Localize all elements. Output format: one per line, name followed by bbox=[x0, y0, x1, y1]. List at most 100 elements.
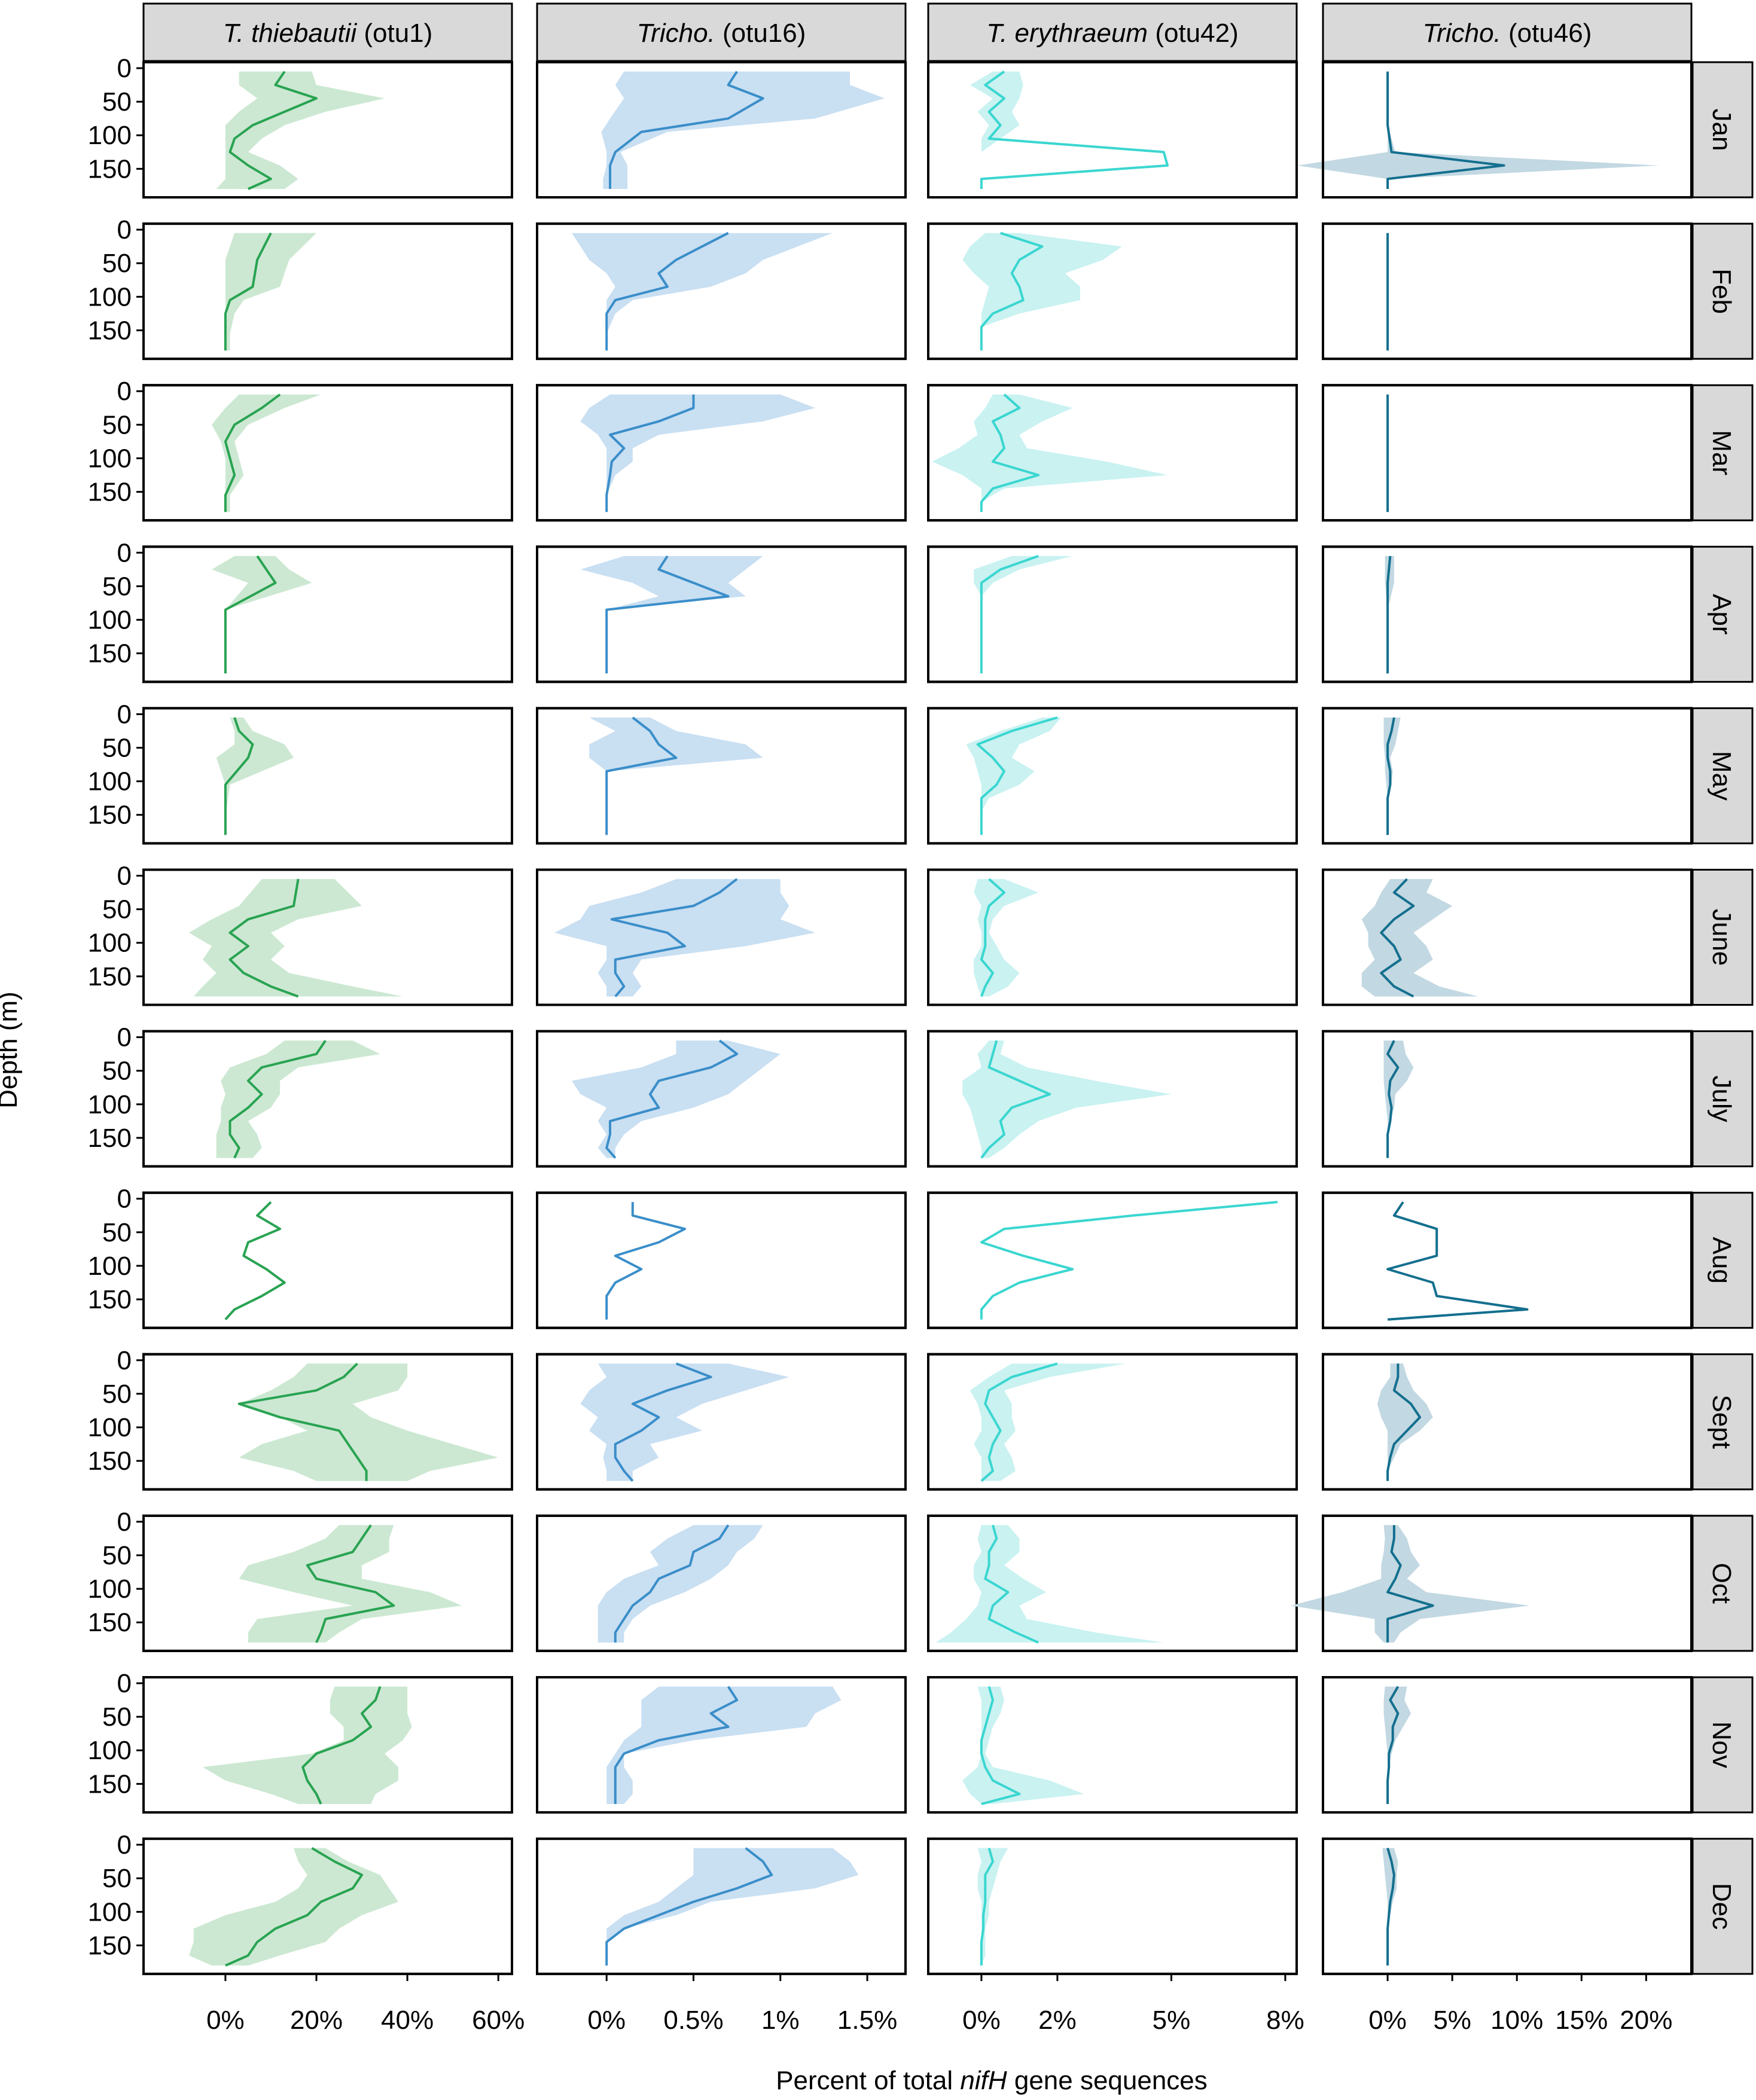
confidence-ribbon bbox=[970, 1363, 1126, 1481]
month-strip: Sept bbox=[1691, 1353, 1754, 1491]
y-tick-label: 50 bbox=[102, 1541, 132, 1570]
x-axis-title-part: gene sequences bbox=[1007, 2066, 1208, 2095]
panel-border bbox=[142, 1514, 513, 1652]
mean-profile-line bbox=[605, 555, 730, 674]
column-strip-label: Tricho. (otu16) bbox=[637, 19, 806, 48]
mean-profile-line bbox=[1386, 1201, 1529, 1321]
x-axis-title-italic: nifH bbox=[960, 2066, 1007, 2095]
panel-frame bbox=[536, 707, 907, 845]
month-strip-background bbox=[1691, 1030, 1754, 1168]
column-strip-headers: T. thiebautii (otu1) Tricho. (otu16) T. er… bbox=[142, 2, 1693, 62]
x-tick-label: 20% bbox=[1620, 2006, 1672, 2035]
confidence-ribbon bbox=[966, 718, 1062, 835]
panel-frame bbox=[142, 222, 513, 361]
facet-panel bbox=[536, 1030, 907, 1168]
panel-border bbox=[536, 1514, 907, 1652]
x-tick-label: 0% bbox=[206, 2006, 245, 2035]
panel-border bbox=[142, 707, 513, 845]
column-strip: Tricho. (otu46) bbox=[1322, 2, 1693, 62]
mean-profile-line bbox=[1386, 1040, 1400, 1158]
facet-panel bbox=[142, 61, 513, 199]
column-strip-otu: (otu16) bbox=[715, 19, 806, 48]
x-tick-label: 0.5% bbox=[663, 2006, 723, 2035]
panel-border bbox=[1322, 384, 1693, 522]
x-tick-label: 1% bbox=[761, 2006, 800, 2035]
mean-profile-line bbox=[610, 878, 738, 997]
facet-panel bbox=[927, 707, 1298, 845]
panel-border bbox=[1322, 1676, 1693, 1814]
y-tick-label: 150 bbox=[88, 1608, 132, 1637]
column-strip-taxon: T. thiebautii bbox=[223, 19, 358, 48]
mean-profile-line bbox=[1386, 717, 1395, 835]
facet-panel bbox=[536, 1676, 907, 1814]
mean-profile-line bbox=[1380, 878, 1415, 998]
facet-panel bbox=[142, 1676, 513, 1814]
panel-border bbox=[142, 384, 513, 522]
panel-border bbox=[927, 222, 1298, 361]
mean-profile-line bbox=[980, 1848, 994, 1966]
y-tick-label: 50 bbox=[102, 87, 132, 117]
confidence-ribbon bbox=[225, 233, 316, 351]
confidence-ribbon bbox=[216, 1040, 380, 1158]
panel-border bbox=[142, 1353, 513, 1491]
column-strip: Tricho. (otu16) bbox=[536, 2, 907, 62]
facet-panel bbox=[142, 868, 513, 1006]
facet-panel bbox=[142, 545, 513, 683]
month-strip-label: Jan bbox=[1707, 109, 1736, 151]
confidence-ribbon bbox=[589, 718, 763, 835]
panel-frame bbox=[142, 384, 513, 522]
panel-border bbox=[142, 868, 513, 1006]
x-axis-title: Percent of total nifH gene sequences bbox=[776, 2066, 1208, 2095]
y-tick-label: 150 bbox=[88, 1285, 132, 1314]
month-strip: Jan bbox=[1691, 61, 1754, 199]
confidence-ribbon bbox=[216, 71, 385, 189]
y-tick-label: 150 bbox=[88, 478, 132, 507]
confidence-ribbon bbox=[212, 555, 312, 674]
y-tick-label: 150 bbox=[88, 316, 132, 345]
y-tick-label: 50 bbox=[102, 249, 132, 278]
confidence-ribbon bbox=[189, 879, 403, 997]
facet-panel bbox=[1322, 707, 1693, 845]
confidence-ribbon bbox=[572, 1040, 781, 1158]
x-tick-label: 40% bbox=[381, 2006, 434, 2035]
month-strip-label: Apr bbox=[1707, 594, 1736, 634]
panel-border bbox=[927, 61, 1298, 199]
facet-panel bbox=[927, 222, 1298, 361]
facet-panel bbox=[927, 868, 1298, 1006]
mean-profile-line bbox=[605, 716, 678, 835]
month-strip: July bbox=[1691, 1030, 1754, 1168]
panel-border bbox=[927, 707, 1298, 845]
mean-profile-line bbox=[984, 1524, 1039, 1644]
column-strip-label: T. erythraeum (otu42) bbox=[986, 19, 1238, 48]
facet-panel bbox=[536, 222, 907, 361]
confidence-ribbon bbox=[932, 394, 1168, 512]
mean-profile-line bbox=[609, 71, 764, 189]
y-tick-label: 150 bbox=[88, 801, 132, 830]
facet-panel bbox=[536, 1191, 907, 1329]
y-tick-label: 50 bbox=[102, 1864, 132, 1893]
panel-border bbox=[536, 545, 907, 683]
confidence-ribbon bbox=[606, 1848, 859, 1966]
month-strip: Aug bbox=[1691, 1192, 1754, 1329]
panel-border bbox=[1322, 1030, 1693, 1168]
facet-panel bbox=[927, 1030, 1298, 1168]
panel-frame bbox=[142, 707, 513, 845]
month-strip-background bbox=[1691, 1192, 1754, 1329]
facet-panel bbox=[536, 384, 907, 522]
confidence-ribbon bbox=[606, 1686, 842, 1804]
panel-frame bbox=[536, 1191, 907, 1329]
facet-panel bbox=[1322, 545, 1693, 683]
y-tick-label: 0 bbox=[117, 862, 132, 891]
column-strip: T. thiebautii (otu1) bbox=[142, 2, 513, 62]
confidence-ribbon bbox=[962, 233, 1122, 351]
mean-profile-line bbox=[980, 555, 1039, 674]
x-tick-label: 60% bbox=[472, 2006, 525, 2035]
x-tick-label: 0% bbox=[962, 2006, 1001, 2035]
month-strip-label: Nov bbox=[1707, 1721, 1736, 1768]
facet-panel bbox=[927, 1191, 1298, 1329]
y-tick-label: 150 bbox=[88, 1769, 132, 1799]
y-tick-label: 50 bbox=[102, 895, 132, 924]
mean-profile-line bbox=[614, 1686, 739, 1804]
y-tick-label: 100 bbox=[88, 606, 132, 635]
facet-panel bbox=[536, 1353, 907, 1491]
